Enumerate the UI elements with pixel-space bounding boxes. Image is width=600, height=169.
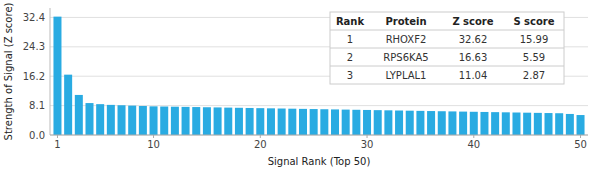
bar xyxy=(53,17,61,135)
table-border xyxy=(330,12,564,84)
table-cell: 2 xyxy=(347,52,353,63)
bar xyxy=(342,110,350,135)
bar xyxy=(363,110,371,135)
bar xyxy=(534,113,542,135)
bar xyxy=(438,111,446,135)
x-tick xyxy=(57,135,58,138)
table-cell: 11.04 xyxy=(459,70,488,81)
bar xyxy=(545,113,553,135)
x-tick xyxy=(153,135,154,138)
bar xyxy=(384,110,392,135)
bar xyxy=(502,112,510,135)
bar xyxy=(310,109,318,135)
table-cell: 16.63 xyxy=(459,52,488,63)
bar xyxy=(182,107,190,135)
bar xyxy=(491,112,499,135)
x-axis-label: Signal Rank (Top 50) xyxy=(268,156,371,167)
y-axis-line xyxy=(50,8,51,135)
table-divider xyxy=(330,66,564,67)
table-cell: RHOXF2 xyxy=(386,34,427,45)
x-tick xyxy=(367,135,368,138)
bar xyxy=(331,109,339,135)
table-cell: RPS6KA5 xyxy=(383,52,428,63)
x-tick xyxy=(473,135,474,138)
bar xyxy=(160,107,168,135)
bar xyxy=(470,112,478,135)
table-divider xyxy=(330,30,564,31)
bar xyxy=(139,106,147,135)
y-tick-label: 24.3 xyxy=(23,41,45,52)
table-cell: 1 xyxy=(347,34,353,45)
bar xyxy=(224,108,232,135)
bar xyxy=(256,108,264,135)
table-header: S score xyxy=(513,16,554,27)
bar xyxy=(203,107,211,135)
bar xyxy=(406,111,414,135)
bar xyxy=(278,109,286,135)
bar xyxy=(480,112,488,135)
bar xyxy=(566,114,574,135)
bar xyxy=(128,106,136,135)
bar xyxy=(192,107,200,135)
bar xyxy=(299,109,307,135)
chart: 0.0 8.1 16.2 24.3 32.4 1 10 20 30 40 50 Signal Rank… xyxy=(0,0,600,169)
y-tick-label: 8.1 xyxy=(29,100,45,111)
y-axis-label: Strength of Signal (Z score) xyxy=(3,2,14,140)
bar xyxy=(267,108,275,135)
y-tick-label: 16.2 xyxy=(23,71,45,82)
table-cell: 32.62 xyxy=(459,34,488,45)
bar xyxy=(150,106,158,135)
bar xyxy=(64,75,72,135)
table-cell: 15.99 xyxy=(520,34,549,45)
bar xyxy=(459,112,467,135)
bar xyxy=(75,95,83,135)
table-cell: 5.59 xyxy=(523,52,545,63)
bar xyxy=(246,108,254,135)
x-tick xyxy=(580,135,581,138)
x-tick-label: 10 xyxy=(147,139,160,150)
table-header: Z score xyxy=(452,16,493,27)
y-tick-label: 32.4 xyxy=(23,12,45,23)
table-cell: 2.87 xyxy=(523,70,545,81)
bar xyxy=(523,113,531,135)
bar xyxy=(374,110,382,135)
bar xyxy=(320,109,328,135)
table-header: Rank xyxy=(336,16,365,27)
bar xyxy=(416,111,424,135)
bar xyxy=(171,107,179,135)
bar xyxy=(288,109,296,135)
bar xyxy=(107,105,115,135)
table-header: Protein xyxy=(385,16,426,27)
bar xyxy=(512,113,520,135)
bar xyxy=(235,108,243,135)
bar xyxy=(352,110,360,135)
table-cell: 3 xyxy=(347,70,353,81)
bar xyxy=(395,111,403,135)
y-tick-label: 0.0 xyxy=(29,130,45,141)
table-divider xyxy=(330,48,564,49)
bar xyxy=(214,107,222,135)
bar xyxy=(448,111,456,135)
table-cell: LYPLAL1 xyxy=(386,70,427,81)
x-axis-line xyxy=(50,135,588,136)
x-tick xyxy=(260,135,261,138)
bar xyxy=(85,103,93,135)
bar xyxy=(118,105,126,135)
table: Rank Protein Z score S score 1 RHOXF2 32.62 15.… xyxy=(330,12,564,84)
x-tick-label: 30 xyxy=(361,139,374,150)
bar xyxy=(555,113,563,135)
x-tick-label: 1 xyxy=(54,139,60,150)
x-tick-label: 50 xyxy=(574,139,587,150)
bar xyxy=(577,115,585,135)
grid-line xyxy=(50,135,588,136)
x-tick-label: 20 xyxy=(254,139,267,150)
x-tick-label: 40 xyxy=(467,139,480,150)
bar xyxy=(427,111,435,135)
bar xyxy=(96,104,104,135)
